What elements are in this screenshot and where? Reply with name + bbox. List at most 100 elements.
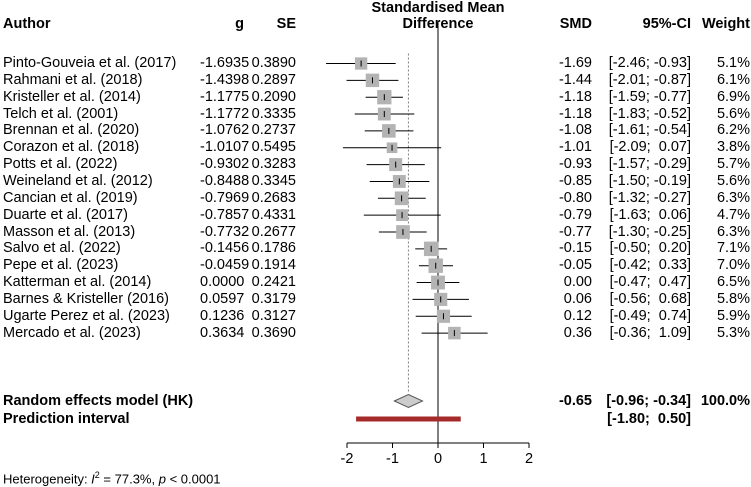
study-smd: -0.80: [558, 189, 592, 206]
study-ci: [-1.63; 0.06]: [609, 206, 691, 223]
x-tick-label: 1: [479, 451, 487, 467]
study-smd: -0.77: [558, 223, 592, 240]
header-smd: SMD: [559, 16, 592, 32]
study-smd: -1.69: [558, 55, 592, 71]
x-tick-label: 0: [434, 451, 442, 467]
study-weight: 7.0%: [716, 257, 750, 274]
study-smd: -1.18: [558, 88, 592, 105]
study-ci: [-1.61; -0.54]: [608, 122, 691, 139]
study-ci: [-1.83; -0.52]: [608, 105, 691, 122]
summary-weight: 100.0%: [700, 393, 750, 409]
study-smd: -1.01: [558, 139, 592, 156]
study-se: 0.2421: [251, 274, 296, 291]
study-smd: -1.18: [558, 105, 592, 122]
study-g: -1.1775: [200, 88, 250, 105]
study-smd: -0.15: [558, 240, 592, 257]
study-weight: 5.3%: [716, 324, 750, 341]
study-se: 0.3283: [251, 156, 296, 173]
study-author: Weineland et al. (2012): [3, 172, 153, 189]
i2-value: = 77.3%,: [99, 471, 159, 487]
study-ci: [-2.09; 0.07]: [609, 139, 691, 156]
study-smd: -0.93: [558, 156, 592, 173]
header-author: Author: [3, 16, 51, 32]
study-author: Salvo et al. (2022): [3, 240, 121, 257]
study-se: 0.3690: [251, 324, 296, 341]
study-smd: 0.00: [563, 274, 592, 291]
study-g: 0.0597: [200, 290, 245, 307]
study-ci: [-0.49; 0.74]: [609, 307, 691, 324]
study-g: -0.9302: [200, 156, 250, 173]
study-author: Cancian et al. (2019): [3, 189, 138, 206]
study-smd: -0.79: [558, 206, 592, 223]
header-ci: 95%-CI: [642, 16, 691, 32]
study-ci: [-1.57; -0.29]: [608, 156, 691, 173]
p-symbol: p: [158, 471, 166, 487]
study-g: -1.0107: [200, 139, 250, 156]
study-ci: [-0.56; 0.68]: [609, 290, 691, 307]
study-weight: 5.6%: [716, 105, 750, 122]
study-smd: 0.36: [563, 324, 592, 341]
study-g: -0.0459: [200, 257, 250, 274]
study-weight: 4.7%: [716, 206, 750, 223]
study-ci: [-1.50; -0.19]: [608, 172, 691, 189]
study-weight: 6.9%: [716, 88, 750, 105]
summary-label: Random effects model (HK): [3, 393, 194, 409]
study-se: 0.1914: [251, 257, 296, 274]
study-se: 0.2737: [251, 122, 296, 139]
plot-title-line1: Standardised Mean: [371, 0, 505, 16]
study-weight: 6.2%: [716, 122, 750, 139]
study-weight: 6.3%: [716, 223, 750, 240]
study-author: Katterman et al. (2014): [3, 274, 152, 291]
study-smd: 0.12: [563, 307, 592, 324]
header-se: SE: [276, 16, 296, 32]
study-author: Barnes & Kristeller (2016): [3, 290, 170, 307]
study-author: Brennan et al. (2020): [3, 122, 140, 139]
study-author: Ugarte Perez et al. (2023): [3, 307, 170, 324]
study-smd: -0.05: [558, 257, 592, 274]
study-ci: [-1.59; -0.77]: [608, 88, 691, 105]
study-author: Rahmani et al. (2018): [3, 71, 143, 88]
study-weight: 5.9%: [716, 307, 750, 324]
study-smd: -1.44: [558, 71, 592, 88]
study-weight: 5.7%: [716, 156, 750, 173]
study-author: Duarte et al. (2017): [3, 206, 128, 223]
study-weight: 6.1%: [716, 71, 750, 88]
heterogeneity-prefix: Heterogeneity:: [3, 471, 92, 487]
study-g: -0.8488: [200, 172, 250, 189]
study-weight: 5.1%: [716, 55, 750, 71]
study-g: -0.7969: [200, 189, 250, 206]
study-se: 0.3179: [251, 290, 296, 307]
study-se: 0.3335: [251, 105, 296, 122]
study-g: -1.4398: [200, 71, 250, 88]
prediction-interval-bar: [356, 416, 461, 422]
study-se: 0.2683: [251, 189, 296, 206]
study-ci: [-0.47; 0.47]: [609, 274, 691, 291]
study-weight: 6.3%: [716, 189, 750, 206]
study-se: 0.5495: [251, 139, 296, 156]
study-g: 0.1236: [200, 307, 245, 324]
study-g: 0.3634: [200, 324, 245, 341]
study-weight: 3.8%: [716, 139, 750, 156]
study-author: Telch et al. (2001): [3, 105, 119, 122]
study-se: 0.3890: [251, 55, 296, 71]
study-g: -0.7732: [200, 223, 250, 240]
study-se: 0.2677: [251, 223, 296, 240]
study-smd: -1.08: [558, 122, 592, 139]
prediction-ci: [-1.80; 0.50]: [607, 411, 691, 427]
study-ci: [-0.36; 1.09]: [609, 324, 691, 341]
study-se: 0.1786: [251, 240, 296, 257]
study-ci: [-0.42; 0.33]: [609, 257, 691, 274]
study-author: Pinto-Gouveia et al. (2017): [3, 55, 177, 71]
i2-symbol: I: [91, 471, 95, 487]
study-se: 0.3345: [251, 172, 296, 189]
study-ci: [-2.46; -0.93]: [608, 55, 691, 71]
study-author: Mercado et al. (2023): [3, 324, 141, 341]
study-ci: [-2.01; -0.87]: [608, 71, 691, 88]
study-ci: [-0.50; 0.20]: [609, 240, 691, 257]
summary-diamond: [393, 393, 424, 409]
study-author: Corazon et al. (2018): [3, 139, 140, 156]
summary-smd: -0.65: [558, 393, 592, 409]
study-author: Masson et al. (2013): [3, 223, 136, 240]
study-weight: 7.1%: [716, 240, 750, 257]
